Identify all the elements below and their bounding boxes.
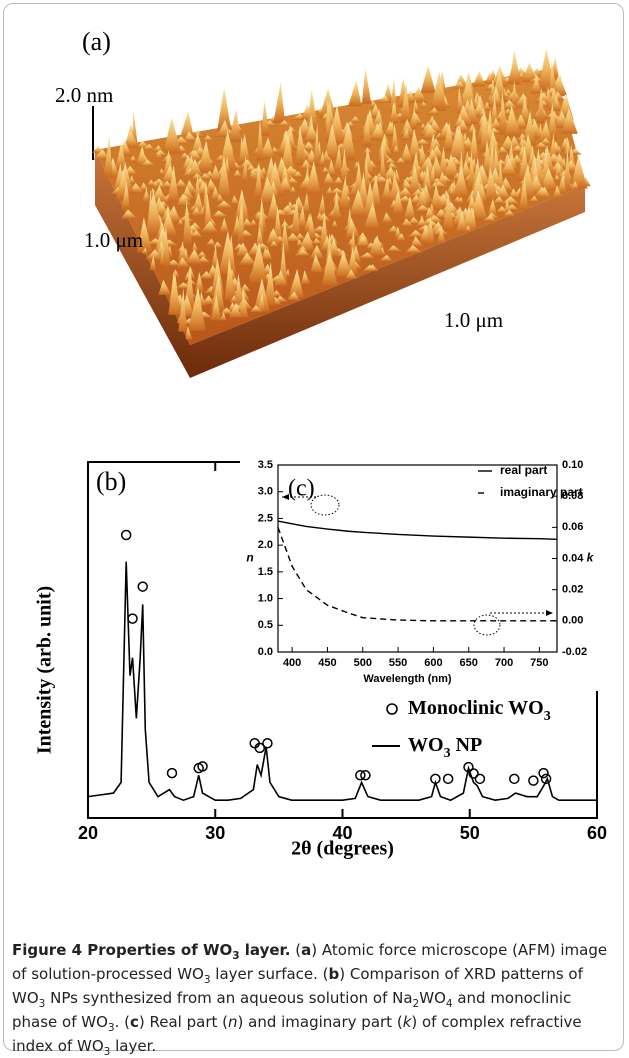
z-label: 2.0 nm bbox=[55, 83, 113, 107]
afm-peak bbox=[421, 65, 436, 92]
x-axis-label: 2θ (degrees) bbox=[291, 838, 394, 860]
x-tick-label: 450 bbox=[318, 657, 336, 669]
x-tick-label: 650 bbox=[460, 657, 478, 669]
y2-tick-label: 0.02 bbox=[562, 584, 583, 596]
caption-sub: 3 bbox=[232, 950, 239, 962]
caption-sub: 4 bbox=[446, 998, 453, 1010]
caption-text: ) Real part ( bbox=[139, 1013, 228, 1031]
caption-sub: 3 bbox=[108, 1022, 115, 1034]
axis-label: 1.0 μm bbox=[84, 228, 143, 252]
caption-text: ) and imaginary part ( bbox=[238, 1013, 403, 1031]
x-tick-label: 500 bbox=[354, 657, 372, 669]
marker bbox=[444, 774, 453, 783]
panel-label: (c) bbox=[288, 476, 315, 502]
legend-label: WO3 NP bbox=[408, 734, 482, 761]
caption-text: c bbox=[130, 1013, 139, 1031]
y-tick-label: 0.5 bbox=[258, 619, 273, 631]
y-tick-label: 3.5 bbox=[258, 459, 273, 471]
marker bbox=[529, 776, 538, 785]
x-tick-label: 750 bbox=[530, 657, 548, 669]
afm-peak bbox=[261, 100, 270, 136]
marker bbox=[138, 582, 147, 591]
marker bbox=[128, 614, 137, 623]
afm-peak bbox=[348, 80, 362, 106]
caption-sub: 3 bbox=[204, 974, 211, 986]
afm-image bbox=[92, 48, 591, 378]
y-axis-label: n bbox=[246, 551, 253, 565]
y2-tick-label: -0.02 bbox=[562, 646, 587, 658]
caption: Figure 4 Properties of WO3 layer. (a) At… bbox=[12, 938, 618, 1058]
caption-text: layer surface. ( bbox=[211, 965, 329, 983]
caption-title: Figure 4 Properties of WO bbox=[12, 941, 232, 959]
marker bbox=[475, 774, 484, 783]
x-tick-label: 700 bbox=[495, 657, 513, 669]
x-tick-label: 60 bbox=[587, 823, 607, 843]
caption-text: WO bbox=[419, 989, 446, 1007]
y-tick-label: 0.0 bbox=[258, 646, 273, 658]
y-axis-label: Intensity (arb. unit) bbox=[34, 586, 56, 754]
x-axis-label: Wavelength (nm) bbox=[363, 673, 452, 685]
inset-chart: 400 450 500 550 600 650 700 750 0.0 0.5 1.0 1.5 2.0 2… bbox=[240, 455, 598, 691]
x-tick-label: 50 bbox=[460, 823, 480, 843]
x-tick-label: 400 bbox=[283, 657, 301, 669]
caption-text: layer. bbox=[110, 1037, 156, 1055]
caption-title: layer. bbox=[240, 941, 291, 959]
y-tick-label: 1.0 bbox=[258, 592, 273, 604]
x-tick-label: 550 bbox=[389, 657, 407, 669]
y-tick-label: 2.0 bbox=[258, 539, 273, 551]
legend-marker bbox=[387, 704, 397, 714]
panel-label: (b) bbox=[96, 467, 126, 496]
y2-tick-label: 0.00 bbox=[562, 615, 583, 627]
caption-text: . ( bbox=[115, 1013, 130, 1031]
marker bbox=[263, 739, 272, 748]
marker bbox=[122, 530, 131, 539]
y2-tick-label: 0.10 bbox=[562, 459, 583, 471]
y2-tick-label: 0.04 bbox=[562, 552, 584, 564]
afm-peak bbox=[472, 71, 485, 86]
legend-label: real part bbox=[500, 463, 547, 477]
panel-label: (a) bbox=[82, 27, 111, 56]
x-tick-label: 600 bbox=[424, 657, 442, 669]
y-tick-label: 2.5 bbox=[258, 512, 273, 524]
page: {"panel_a":{"label":"(a)","z_label":"2.0… bbox=[0, 0, 629, 1056]
legend-label: imaginary part bbox=[500, 485, 583, 499]
y2-tick-label: 0.06 bbox=[562, 521, 583, 533]
marker bbox=[510, 774, 519, 783]
y-tick-label: 3.0 bbox=[258, 486, 273, 498]
caption-text: n bbox=[228, 1013, 238, 1031]
caption-text: b bbox=[329, 965, 340, 983]
x-tick-label: 20 bbox=[78, 823, 98, 843]
marker bbox=[539, 769, 548, 778]
y-tick-label: 1.5 bbox=[258, 566, 273, 578]
afm-peak bbox=[273, 82, 285, 123]
axis-label: 1.0 μm bbox=[444, 308, 503, 332]
marker bbox=[167, 769, 176, 778]
legend-label: Monoclinic WO3 bbox=[408, 697, 551, 724]
caption-text: NPs synthesized from an aqueous solution… bbox=[45, 989, 412, 1007]
afm-peak bbox=[362, 68, 371, 104]
caption-text: a bbox=[301, 941, 311, 959]
x-tick-label: 30 bbox=[205, 823, 225, 843]
